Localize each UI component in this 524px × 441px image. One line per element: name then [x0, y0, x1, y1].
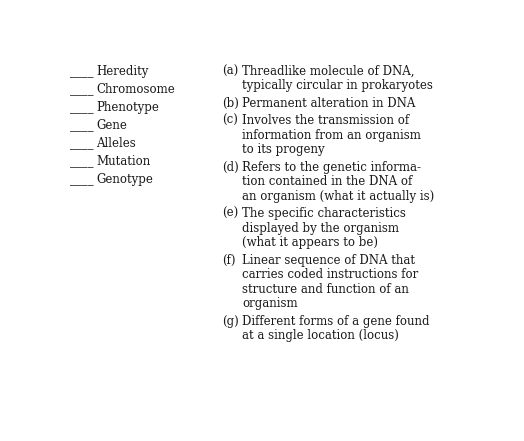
Text: Chromosome: Chromosome	[96, 83, 174, 96]
Text: Phenotype: Phenotype	[96, 101, 159, 114]
Text: structure and function of an: structure and function of an	[242, 283, 409, 296]
Text: Mutation: Mutation	[96, 155, 150, 168]
Text: (f): (f)	[222, 254, 235, 267]
Text: ____: ____	[70, 155, 93, 168]
Text: Refers to the genetic informa-: Refers to the genetic informa-	[242, 161, 421, 174]
Text: (what it appears to be): (what it appears to be)	[242, 236, 378, 249]
Text: (g): (g)	[222, 315, 238, 328]
Text: typically circular in prokaryotes: typically circular in prokaryotes	[242, 79, 433, 93]
Text: Alleles: Alleles	[96, 137, 136, 150]
Text: ____: ____	[70, 173, 93, 186]
Text: carries coded instructions for: carries coded instructions for	[242, 268, 418, 281]
Text: displayed by the organism: displayed by the organism	[242, 222, 399, 235]
Text: ____: ____	[70, 119, 93, 132]
Text: organism: organism	[242, 297, 298, 310]
Text: The specific characteristics: The specific characteristics	[242, 207, 406, 220]
Text: (e): (e)	[222, 207, 238, 220]
Text: at a single location (locus): at a single location (locus)	[242, 329, 399, 342]
Text: ____: ____	[70, 137, 93, 150]
Text: Gene: Gene	[96, 119, 127, 132]
Text: ____: ____	[70, 101, 93, 114]
Text: to its progeny: to its progeny	[242, 143, 325, 156]
Text: (c): (c)	[222, 114, 238, 127]
Text: ____: ____	[70, 65, 93, 78]
Text: Permanent alteration in DNA: Permanent alteration in DNA	[242, 97, 416, 110]
Text: Involves the transmission of: Involves the transmission of	[242, 114, 409, 127]
Text: information from an organism: information from an organism	[242, 129, 421, 142]
Text: (b): (b)	[222, 97, 239, 110]
Text: Linear sequence of DNA that: Linear sequence of DNA that	[242, 254, 415, 267]
Text: tion contained in the DNA of: tion contained in the DNA of	[242, 175, 412, 188]
Text: Genotype: Genotype	[96, 173, 153, 186]
Text: (a): (a)	[222, 65, 238, 78]
Text: Different forms of a gene found: Different forms of a gene found	[242, 315, 430, 328]
Text: ____: ____	[70, 83, 93, 96]
Text: Threadlike molecule of DNA,: Threadlike molecule of DNA,	[242, 65, 414, 78]
Text: Heredity: Heredity	[96, 65, 148, 78]
Text: (d): (d)	[222, 161, 238, 174]
Text: an organism (what it actually is): an organism (what it actually is)	[242, 190, 434, 203]
